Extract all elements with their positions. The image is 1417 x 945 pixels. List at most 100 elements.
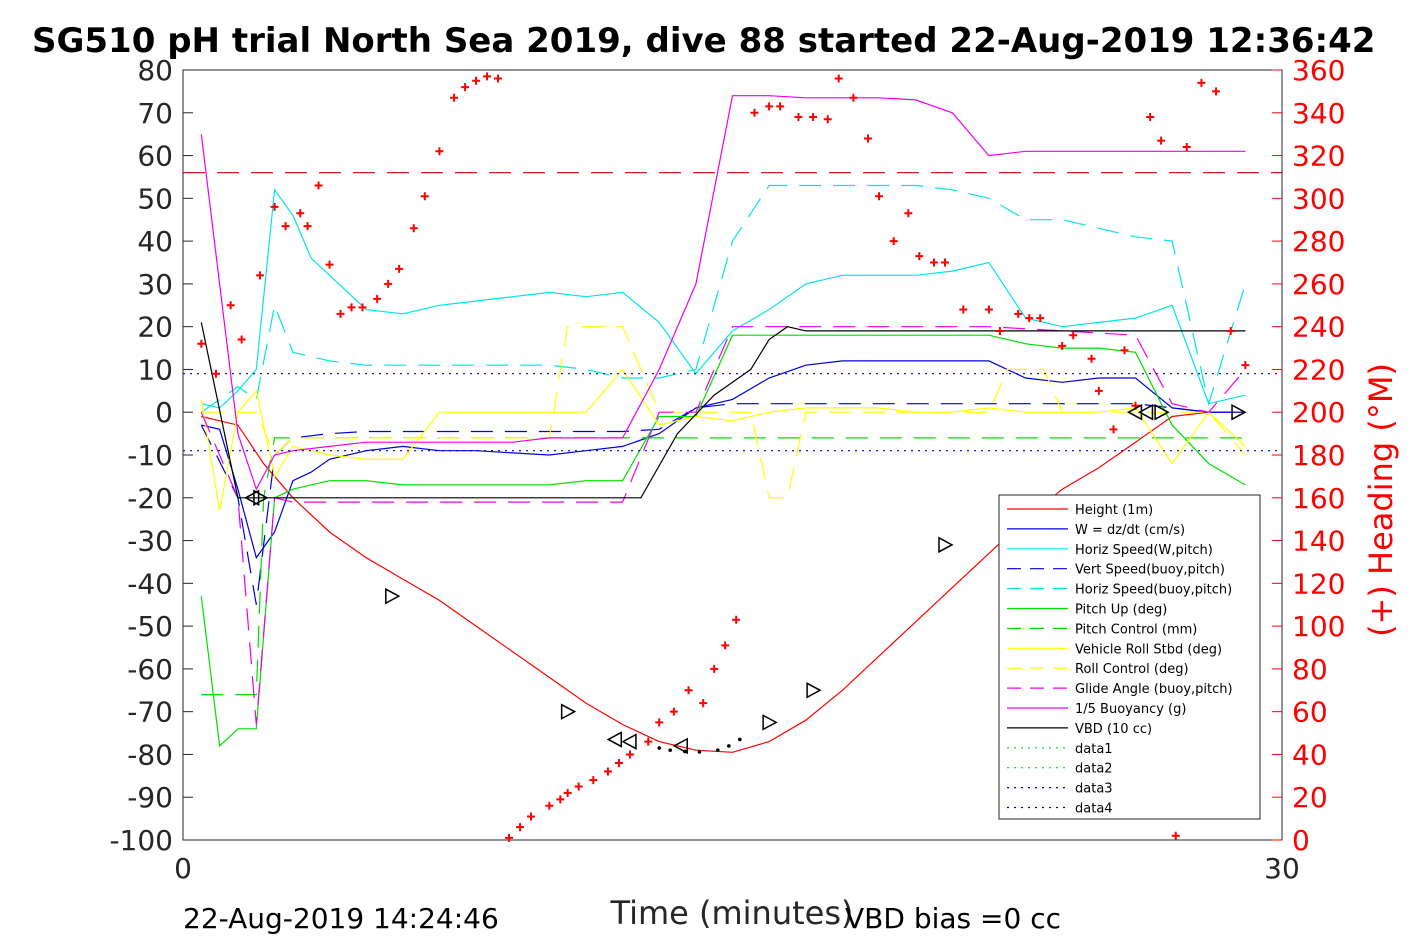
heading-point [527,812,536,821]
legend: Height (1m) W = dz/dt (cm/s) Horiz Speed(W… [998,494,1261,820]
legend-label: data1 [1075,742,1113,757]
series-line-10 [200,95,1246,491]
heading-point [915,252,924,261]
heading-point [644,737,653,746]
y-tick-label: 60 [137,140,173,173]
series-line-11 [200,322,1246,499]
heading-point [655,718,664,727]
heading-point [889,237,898,246]
y-tick-label: -80 [127,738,173,771]
heading-point [823,115,832,124]
y-right-tick-label: 260 [1292,268,1345,301]
heading-point [984,305,993,314]
heading-point [563,788,572,797]
x-tick-label: 30 [1264,852,1300,885]
left-triangle-marker [1137,403,1154,421]
depth-sample-dot [657,746,662,750]
y-tick-label: -90 [127,781,173,814]
y-tick-label: 30 [137,268,173,301]
y-right-tick-label: 120 [1292,567,1345,600]
heading-point [505,833,514,842]
y-right-tick-label: 20 [1292,781,1328,814]
heading-point [864,134,873,143]
heading-point [1094,386,1103,395]
y-right-tick-label: 340 [1292,97,1345,130]
right-triangle-marker [385,587,401,605]
heading-point [794,113,803,122]
footer-timestamp: 22-Aug-2019 14:24:46 [183,902,499,935]
right-triangle-marker [938,536,954,554]
legend-label: data2 [1075,762,1113,777]
heading-point [809,113,818,122]
y-tick-label: -20 [127,482,173,515]
heading-point [1120,346,1129,355]
heading-point [435,147,444,156]
legend-label: W = dz/dt (cm/s) [1075,523,1185,538]
legend-label: Horiz Speed(buoy,pitch) [1075,583,1232,598]
heading-point [472,76,481,85]
y-right-tick-label: 60 [1292,696,1328,729]
heading-point [765,102,774,111]
heading-point [450,93,459,102]
heading-point [395,264,404,273]
heading-point [1025,314,1034,323]
y-tick-label: -50 [127,610,173,643]
heading-point [197,339,206,348]
heading-point [1087,354,1096,363]
heading-point [589,776,598,785]
y-tick-label: 40 [137,225,173,258]
left-axis: 80 70 60 50 40 30 20 10 0 -10 -20 -30 -40 -50 -60 -70 -8… [109,54,193,857]
heading-point [1146,113,1155,122]
series-line-9 [200,326,1246,725]
y-right-tick-label: 0 [1292,824,1310,857]
y-right-tick-label: 220 [1292,353,1345,386]
heading-point [940,258,949,267]
left-triangle-marker [1126,403,1143,421]
left-triangle-marker [244,489,260,507]
heading-point [710,664,719,673]
legend-label: Glide Angle (buoy,pitch) [1075,682,1233,697]
x-axis: 0 30 [174,830,1300,885]
right-triangle-marker [1154,403,1170,421]
heading-point [904,209,913,218]
right-triangle-marker [806,682,822,699]
y-right-tick-label: 200 [1292,396,1345,429]
heading-point [461,83,470,92]
heading-point [1241,361,1250,370]
y-tick-label: -40 [127,567,173,600]
heading-point [270,202,279,211]
y-tick-label: -60 [127,653,173,686]
y-right-tick-label: 180 [1292,439,1345,472]
heading-point [1014,309,1023,318]
heading-point [849,93,858,102]
heading-point [384,279,393,288]
legend-label: Horiz Speed(W,pitch) [1075,543,1213,558]
heading-point [1157,136,1166,145]
y-tick-label: 20 [137,311,173,344]
heading-point [625,750,634,759]
legend-label: 1/5 Buoyancy (g) [1075,702,1186,717]
heading-point [614,759,623,767]
heading-point [281,222,290,231]
depth-sample-dot [738,737,742,742]
y-right-tick-label: 40 [1292,738,1328,771]
x-axis-label: Time (minutes) [610,894,854,932]
left-triangle-marker [606,731,623,748]
heading-point [314,181,323,190]
legend-label: Pitch Control (mm) [1075,622,1197,637]
legend-label: data3 [1075,782,1113,797]
heading-point [255,271,264,280]
right-axis-label: (+) Heading (°M) [1362,363,1400,637]
heading-point [1058,341,1067,350]
chart-title: SG510 pH trial North Sea 2019, dive 88 s… [32,21,1375,61]
y-right-tick-label: 300 [1292,182,1345,215]
y-tick-label: 80 [137,54,173,87]
y-tick-label: 70 [137,97,173,130]
y-tick-label: -30 [127,525,173,558]
series-line-5 [200,334,1246,748]
heading-point [995,326,1004,335]
legend-label: VBD (10 cc) [1075,722,1152,737]
heading-point [699,699,708,708]
y-right-tick-label: 280 [1292,225,1345,258]
